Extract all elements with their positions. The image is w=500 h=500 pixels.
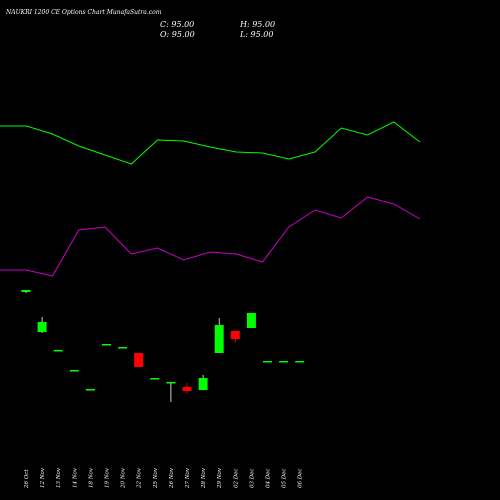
- candle-body: [69, 370, 79, 372]
- candle-body: [279, 361, 289, 363]
- x-tick-label: 20 Nov: [121, 467, 127, 489]
- x-tick-label: 22 Nov: [137, 467, 143, 489]
- x-tick-label: 14 Nov: [72, 467, 78, 488]
- x-tick-label: 13 Nov: [56, 467, 62, 488]
- candle-body: [295, 361, 305, 363]
- lower-band-line: [0, 196, 421, 277]
- candle-body: [53, 350, 63, 352]
- x-tick-label: 29 Nov: [217, 467, 223, 489]
- candle-body: [21, 290, 31, 292]
- x-tick-label: 25 Nov: [153, 467, 159, 489]
- candle-body: [150, 378, 160, 380]
- x-tick-label: 18 Nov: [88, 467, 94, 488]
- open-value: O: 95.00: [160, 30, 195, 39]
- candle-body: [37, 322, 47, 332]
- x-tick-label: 12 Nov: [40, 467, 46, 488]
- candle-body: [230, 331, 240, 339]
- x-tick-label: 02 Dec: [233, 469, 239, 489]
- chart-title: NAUKRI 1200 CE Options Chart MunafaSutra…: [6, 9, 162, 16]
- candle-body: [134, 353, 144, 367]
- x-tick-label: 27 Nov: [185, 467, 191, 489]
- low-value: L: 95.00: [240, 30, 274, 39]
- x-tick-label: 28 Nov: [201, 467, 207, 489]
- candle-body: [102, 344, 111, 346]
- upper-band-line: [0, 121, 421, 165]
- x-tick-label: 04 Dec: [266, 469, 272, 489]
- high-value: H: 95.00: [240, 20, 276, 29]
- candle-body: [214, 325, 224, 353]
- candle-body: [166, 382, 176, 384]
- close-value: C: 95.00: [160, 20, 195, 29]
- x-tick-label: 19 Nov: [105, 467, 111, 488]
- x-tick-label: 06 Dec: [298, 469, 304, 489]
- candle-body: [85, 389, 95, 391]
- candle-body: [182, 387, 192, 391]
- candle-body: [198, 378, 208, 390]
- x-tick-label: 05 Dec: [282, 469, 288, 489]
- candle-body: [246, 313, 256, 328]
- candle-body: [263, 361, 272, 363]
- x-tick-label: 03 Dec: [249, 469, 255, 489]
- candle-body: [118, 347, 128, 349]
- x-tick-label: 26 Oct: [24, 469, 30, 489]
- x-tick-label: 26 Nov: [169, 467, 175, 489]
